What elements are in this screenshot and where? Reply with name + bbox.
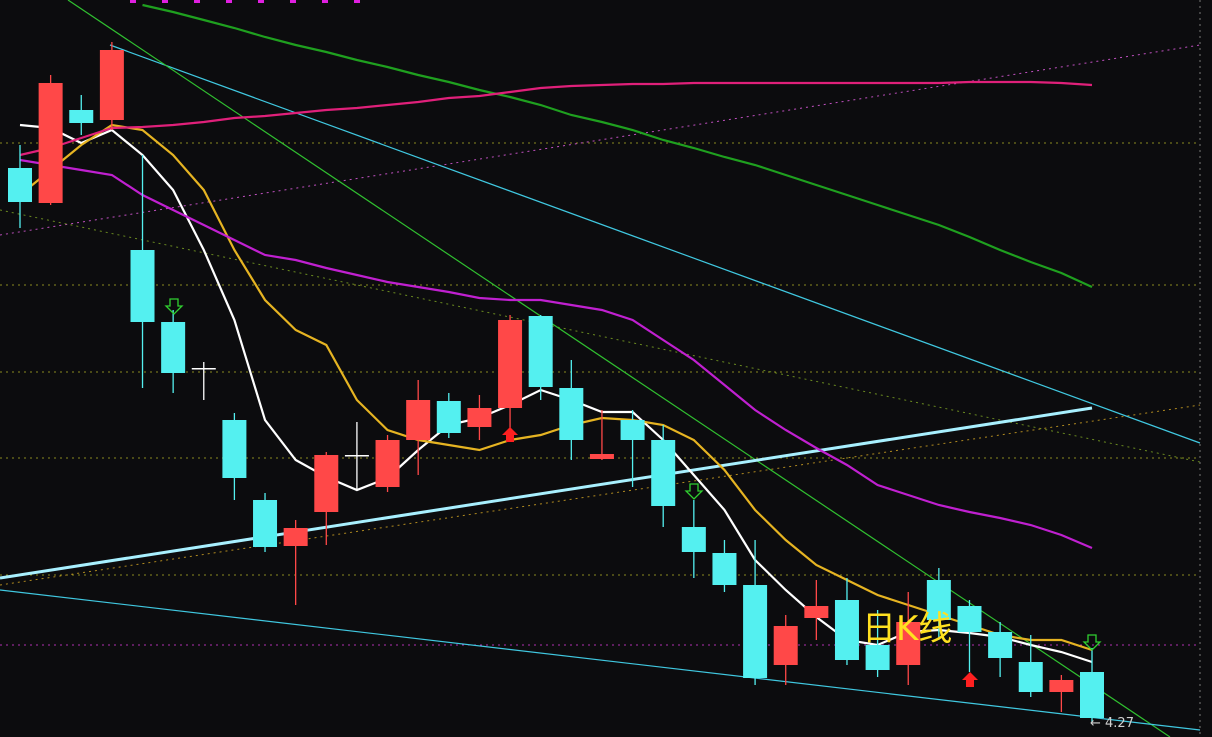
buy-arrow [502,427,518,442]
candle-body [436,401,461,433]
candle-body [253,500,278,547]
buy-arrow [962,672,978,687]
trend-line [0,209,1201,463]
sell-arrow [1082,634,1102,651]
candle-body [773,626,798,665]
candle-body [130,250,155,322]
candle-body [191,368,216,370]
sell-arrow [164,298,184,315]
trend-line [67,0,1171,737]
candle-body [620,420,645,440]
candles [8,42,1104,722]
low-label: ← 4.27 [1090,716,1134,731]
candle-body [406,400,431,440]
candle-body [283,528,308,546]
candle-body [8,168,32,202]
candle-body [589,454,614,459]
candle-body [344,455,369,457]
trend-line [0,589,1201,731]
candle-body [1049,680,1074,692]
candle-body [1018,662,1043,692]
candle-body [498,320,523,408]
candle-body [69,110,94,123]
candle-body [712,553,737,585]
candle-body [38,83,63,203]
overlay-label: 日K线 [862,609,952,649]
ma-line [142,3,1093,289]
trend-line [0,44,1201,236]
candle-body [222,420,247,478]
candle-body [314,455,339,512]
candle-body [99,50,124,120]
candle-body [988,632,1013,658]
trend-line [0,404,1201,586]
candle-body [651,440,676,506]
signals [164,298,1102,687]
candle-body [528,316,553,387]
sell-arrow [684,483,704,500]
candle-body [834,600,859,660]
candle-body [804,606,829,618]
candle-body [896,622,921,665]
candle-body [375,440,400,487]
candle-body [1080,672,1104,718]
candle-body [681,527,706,552]
trend-line [0,406,1093,580]
ma-line [19,123,1093,652]
candle-body [957,606,982,632]
candle-body [161,322,186,373]
candle-body [559,388,584,440]
ma-line [19,80,1093,157]
trend-line [109,44,1201,444]
ma-line [19,158,1093,550]
candle-body [926,580,951,620]
candle-body [865,645,890,670]
candle-body [743,585,768,678]
candle-body [467,408,492,427]
